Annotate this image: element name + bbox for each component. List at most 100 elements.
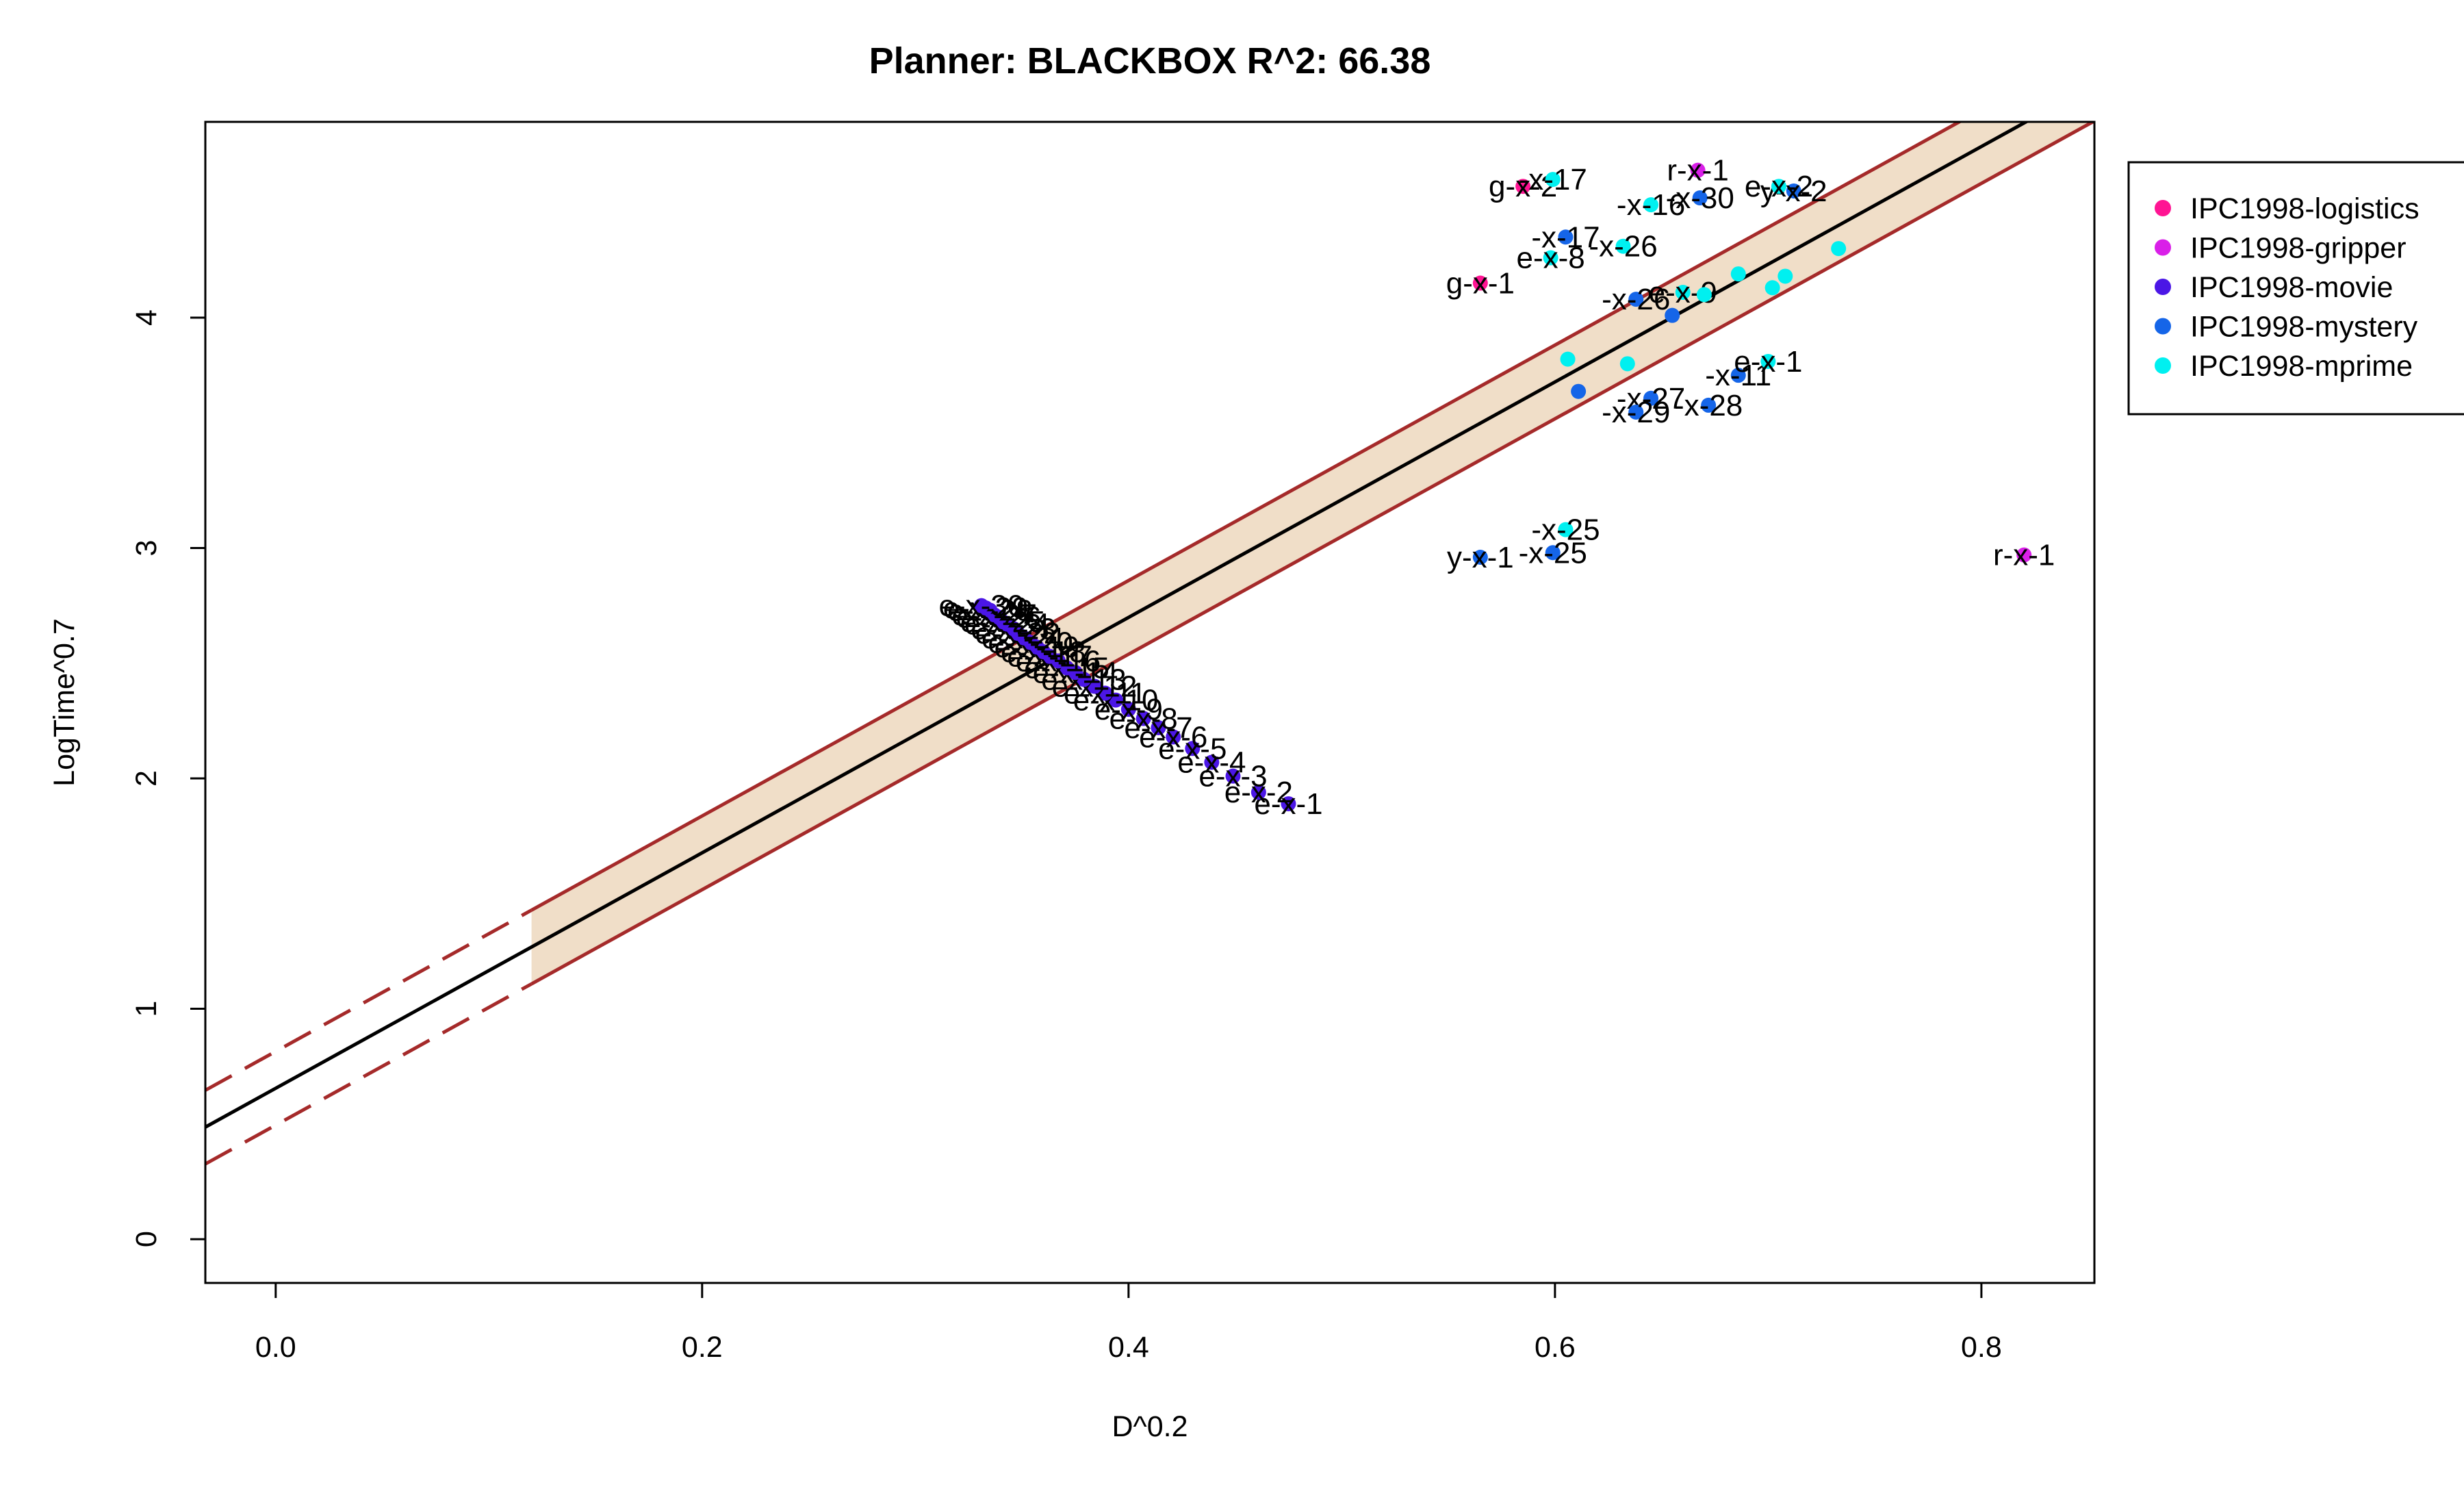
- legend-label: IPC1998-movie: [2190, 271, 2393, 304]
- legend-swatch: [2155, 318, 2171, 335]
- data-point: [1628, 405, 1644, 420]
- upper-interval-dashed: [205, 908, 532, 1092]
- point-label: y-x-1: [1447, 541, 1514, 574]
- data-point: [1665, 307, 1680, 323]
- point-label: r-x-1: [1667, 154, 1728, 188]
- x-tick-label: 0.0: [255, 1331, 296, 1364]
- point-label: -x-26: [1602, 283, 1670, 316]
- data-point: [1760, 353, 1776, 369]
- point-label: r-x-1: [1993, 539, 2055, 572]
- legend-box: [2127, 161, 2464, 416]
- point-label: e-x-7: [1124, 711, 1192, 745]
- point-label: e-x-2: [1745, 170, 1813, 203]
- data-point: [1250, 785, 1266, 800]
- point-label: e-x-1: [1734, 345, 1802, 379]
- data-point: [1543, 250, 1558, 266]
- upper-interval-line: [530, 122, 1963, 912]
- point-label: -x-17: [1531, 220, 1600, 254]
- legend-label: IPC1998-logistics: [2190, 192, 2420, 225]
- data-point: [1166, 729, 1181, 745]
- point-label: e-x-13: [1041, 663, 1127, 696]
- x-axis-label: D^0.2: [1112, 1410, 1188, 1443]
- data-point: [1097, 685, 1113, 701]
- y-axis-label: LogTime^0.7: [48, 618, 81, 787]
- point-label: e-x-17: [1007, 640, 1092, 674]
- data-point: [1545, 545, 1561, 561]
- data-point: [1771, 179, 1786, 194]
- point-label: -x-29: [1602, 396, 1670, 429]
- legend-swatch: [2155, 200, 2171, 216]
- point-label: e-x-21: [981, 622, 1067, 655]
- point-label: -x-25: [1519, 536, 1587, 570]
- y-tick-label: 4: [130, 309, 163, 326]
- point-label: -x-26: [1589, 230, 1657, 264]
- data-point: [2016, 547, 2032, 563]
- point-label: -x-27: [1617, 382, 1685, 416]
- point-label: y-x-2: [1760, 175, 1827, 208]
- legend: IPC1998-logistics IPC1998-gripper IPC1998-…: [2127, 161, 2464, 416]
- legend-swatch: [2155, 357, 2171, 374]
- x-tick-label: 0.2: [682, 1331, 723, 1364]
- point-label: -x-28: [1674, 389, 1743, 422]
- data-point: [1778, 268, 1793, 284]
- point-label: e-x-19: [994, 631, 1080, 664]
- data-point: [1472, 550, 1488, 565]
- data-point: [1643, 197, 1659, 213]
- point-label: -x-16: [1617, 188, 1685, 222]
- y-tick-label: 3: [130, 540, 163, 557]
- data-point: [1087, 678, 1103, 694]
- point-label: e-x-16: [1016, 644, 1101, 678]
- point-label: -x-25: [1531, 513, 1600, 547]
- point-label: g-x-2: [1489, 170, 1557, 203]
- point-label: g-x-1: [1446, 267, 1515, 301]
- point-label: e-x-6: [1139, 720, 1207, 754]
- data-point: [1690, 162, 1706, 178]
- data-point: [1135, 711, 1151, 726]
- data-point: [1786, 183, 1801, 199]
- axes: 0.0 0.2 0.4 0.6 0.8 0 1 2 3 4: [130, 309, 2002, 1364]
- data-point: [1515, 179, 1531, 194]
- data-point: [1151, 720, 1166, 736]
- data-point: [1643, 390, 1659, 406]
- data-point: [1560, 351, 1576, 367]
- data-point: [1764, 280, 1780, 296]
- data-point: [1185, 741, 1201, 756]
- point-label: e-x-23: [971, 612, 1056, 646]
- legend-swatch: [2155, 279, 2171, 295]
- data-point: [1281, 796, 1296, 812]
- legend-swatch: [2155, 239, 2171, 256]
- data-point: [1108, 692, 1124, 708]
- data-point: [1730, 266, 1746, 282]
- x-tick-label: 0.8: [1961, 1331, 2002, 1364]
- lower-interval-line: [530, 122, 2094, 986]
- legend-label: IPC1998-mprime: [2190, 350, 2413, 383]
- chart-title: Planner: BLACKBOX R^2: 66.38: [869, 40, 1431, 81]
- point-label: e-x-20: [988, 626, 1073, 660]
- x-tick-label: 0.4: [1108, 1331, 1149, 1364]
- y-tick-label: 1: [130, 1001, 163, 1017]
- y-tick-label: 2: [130, 770, 163, 787]
- data-point: [1692, 190, 1708, 206]
- point-label: -x-11: [1705, 359, 1771, 392]
- data-point: [1675, 285, 1691, 301]
- lower-interval-dashed: [205, 982, 532, 1166]
- data-point: [1472, 275, 1488, 291]
- legend-label: IPC1998-mystery: [2190, 311, 2418, 344]
- data-point: [1696, 287, 1712, 303]
- point-label: e-x-18: [1001, 635, 1086, 669]
- data-point: [1628, 292, 1644, 307]
- data-point: [1545, 172, 1561, 188]
- point-label: e-x-30: [939, 589, 1025, 623]
- data-point: [1558, 522, 1574, 537]
- data-point: [1615, 238, 1631, 254]
- data-point: [1619, 356, 1635, 372]
- data-point: [1831, 241, 1847, 257]
- plot-area: g-x-2g-x-1r-x-1r-x-1e-x-1e-x-2e-x-3e-x-4…: [205, 122, 2094, 1166]
- regression-line: [205, 122, 2030, 1129]
- point-label: e-x-8: [1517, 242, 1585, 275]
- data-point: [1120, 702, 1136, 717]
- data-point: [1558, 229, 1574, 245]
- point-label: e-x-8: [1109, 702, 1178, 736]
- data-point: [1571, 383, 1587, 399]
